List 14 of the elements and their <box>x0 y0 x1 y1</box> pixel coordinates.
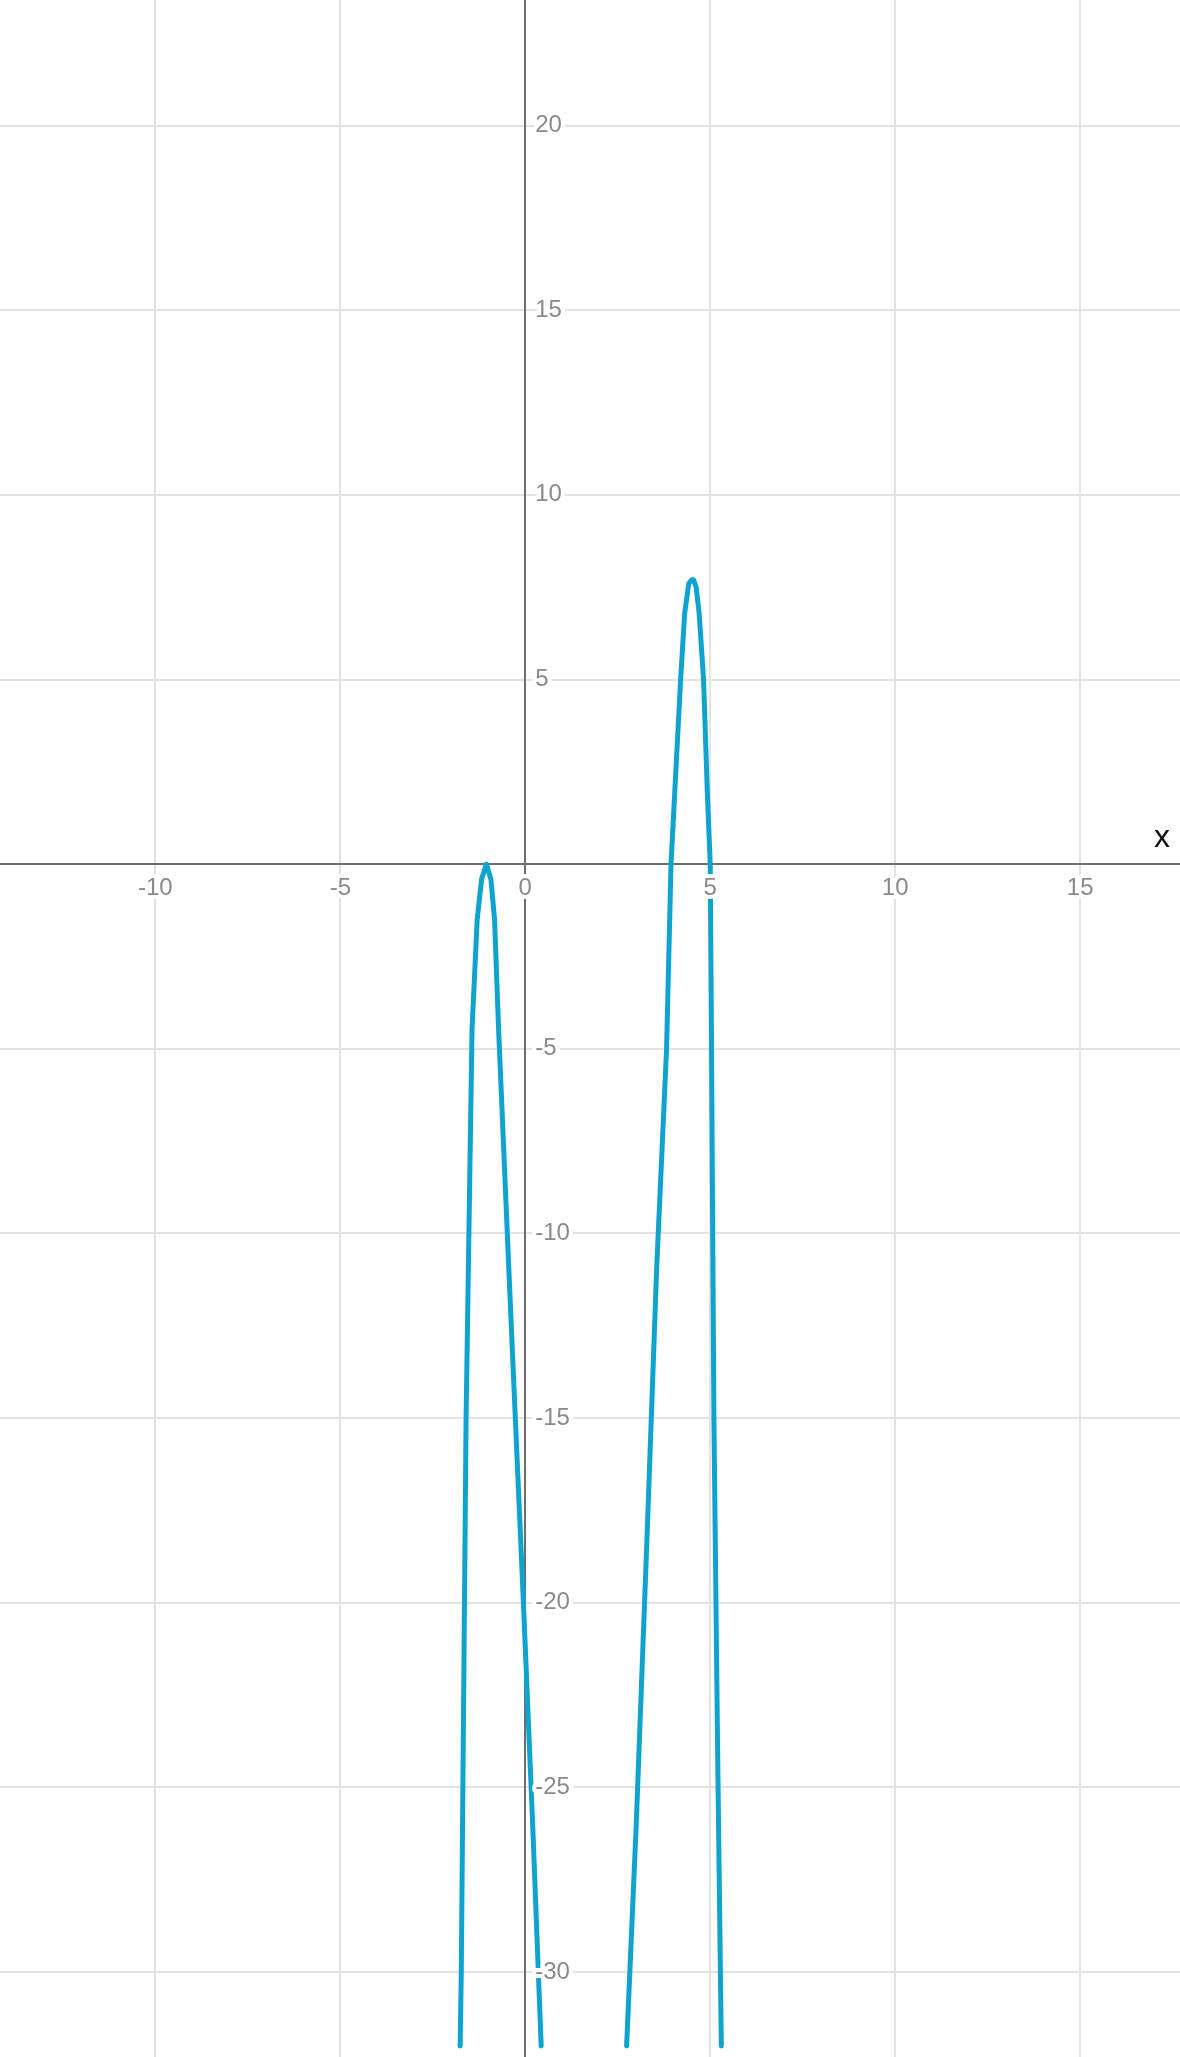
y-tick-label: -15 <box>535 1402 570 1430</box>
x-tick-label: 10 <box>881 872 909 900</box>
y-tick-label: 5 <box>535 664 549 692</box>
x-axis-title: x <box>1154 817 1170 854</box>
y-tick-label: 15 <box>535 294 562 322</box>
x-tick-label: -5 <box>329 872 351 900</box>
y-tick-label: 10 <box>535 479 562 507</box>
x-tick-label: -10 <box>138 872 173 900</box>
x-tick-label: 15 <box>1066 872 1094 900</box>
y-tick-label: -25 <box>535 1772 570 1800</box>
y-tick-label: -10 <box>535 1218 570 1246</box>
y-tick-label: -20 <box>535 1587 570 1615</box>
y-tick-label: 20 <box>535 110 562 138</box>
y-tick-label: -5 <box>535 1033 557 1061</box>
